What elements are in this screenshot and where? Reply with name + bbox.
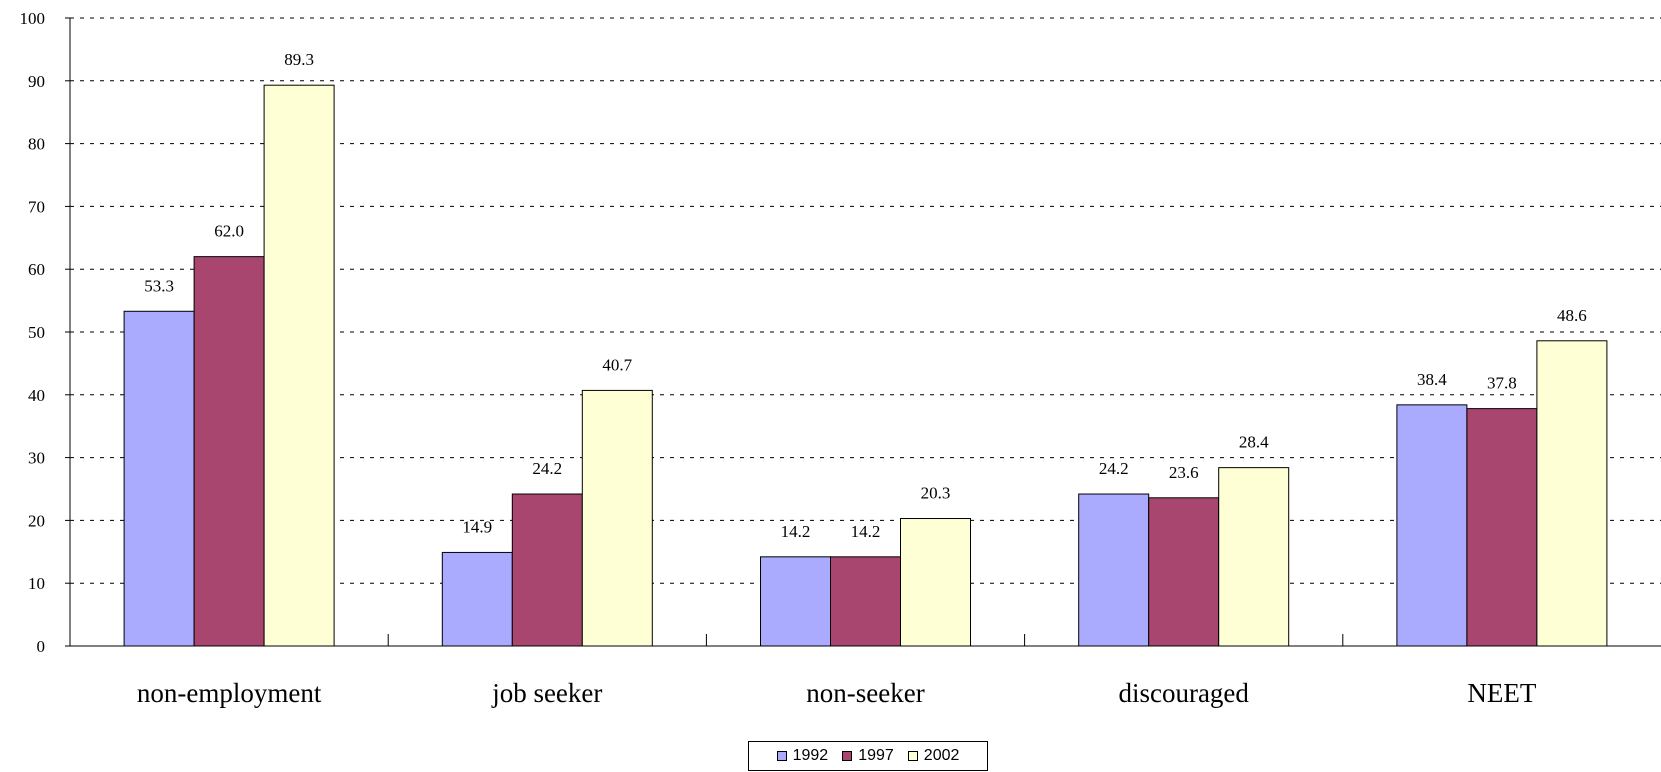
y-tick-label: 100 (20, 9, 46, 28)
category-label: non-seeker (806, 678, 924, 708)
y-tick-label: 40 (28, 386, 45, 405)
bar-1997-non-employment (193, 256, 265, 647)
bar-2002-non-seeker (900, 518, 971, 647)
data-label: 23.6 (1169, 463, 1199, 482)
bar-2002-job-seeker (581, 389, 653, 647)
data-label: 40.7 (602, 355, 632, 374)
category-labels: non-employment job seeker non-seeker discou… (137, 678, 1537, 708)
data-label: 48.6 (1557, 306, 1587, 325)
data-label: 38.4 (1417, 370, 1447, 389)
y-tick-label: 10 (28, 574, 45, 593)
y-tick-label: 0 (37, 637, 46, 656)
data-label: 14.2 (851, 522, 881, 541)
y-tick-label: 80 (28, 135, 45, 154)
bar-1992-discouraged (1078, 493, 1150, 647)
bar-2002-NEET (1536, 340, 1608, 647)
y-tick-label: 50 (28, 323, 45, 342)
y-tick-label: 70 (28, 197, 45, 216)
bar-2002-non-employment (263, 84, 335, 647)
category-label: job seeker (491, 678, 602, 708)
y-tick-label: 90 (28, 72, 45, 91)
data-label: 20.3 (921, 484, 951, 503)
y-tick-label: 30 (28, 449, 45, 468)
bar-1997-NEET (1466, 408, 1538, 647)
bar-1992-NEET (1396, 404, 1468, 647)
category-label: non-employment (137, 678, 322, 708)
legend-swatch (842, 751, 853, 761)
bar-2002-discouraged (1218, 467, 1290, 647)
legend-item-1997: 1997 (842, 747, 894, 765)
legend-swatch (776, 751, 787, 761)
bar-chart: 0 10 20 30 40 50 60 70 80 90 100 53.3 62.0 89.3 14.9 2… (20, 9, 1661, 708)
legend-item-2002: 2002 (907, 747, 960, 765)
bar-1997-non-seeker (830, 556, 901, 647)
legend-swatch (907, 751, 918, 761)
bars (123, 84, 1608, 647)
data-label: 14.9 (462, 517, 492, 536)
bar-1992-job-seeker (441, 551, 513, 647)
data-label: 53.3 (144, 276, 174, 295)
data-labels: 53.3 62.0 89.3 14.9 24.2 40.7 14.2 14.2 20.3 24.2… (144, 50, 1587, 541)
bar-1997-discouraged (1148, 497, 1220, 647)
legend-label: 1997 (858, 747, 894, 764)
bar-1992-non-employment (123, 310, 195, 647)
y-tick-label: 20 (28, 511, 45, 530)
data-label: 89.3 (284, 50, 314, 69)
data-label: 62.0 (214, 222, 244, 241)
bar-1997-job-seeker (511, 493, 583, 647)
data-label: 37.8 (1487, 374, 1517, 393)
data-label: 24.2 (1099, 459, 1129, 478)
bar-1992-non-seeker (760, 556, 831, 647)
legend-label: 1992 (792, 747, 829, 764)
legend-item-1992: 1992 (776, 747, 829, 765)
category-label: discouraged (1118, 678, 1249, 708)
data-label: 24.2 (532, 459, 562, 478)
legend-label: 2002 (923, 747, 960, 764)
y-tick-label: 60 (28, 260, 45, 279)
y-axis-ticks: 0 10 20 30 40 50 60 70 80 90 100 (20, 9, 70, 656)
data-label: 28.4 (1239, 433, 1269, 452)
category-label: NEET (1467, 678, 1536, 708)
legend: 1992 1997 2002 (748, 741, 988, 771)
axes (69, 18, 1661, 647)
data-label: 14.2 (781, 522, 811, 541)
